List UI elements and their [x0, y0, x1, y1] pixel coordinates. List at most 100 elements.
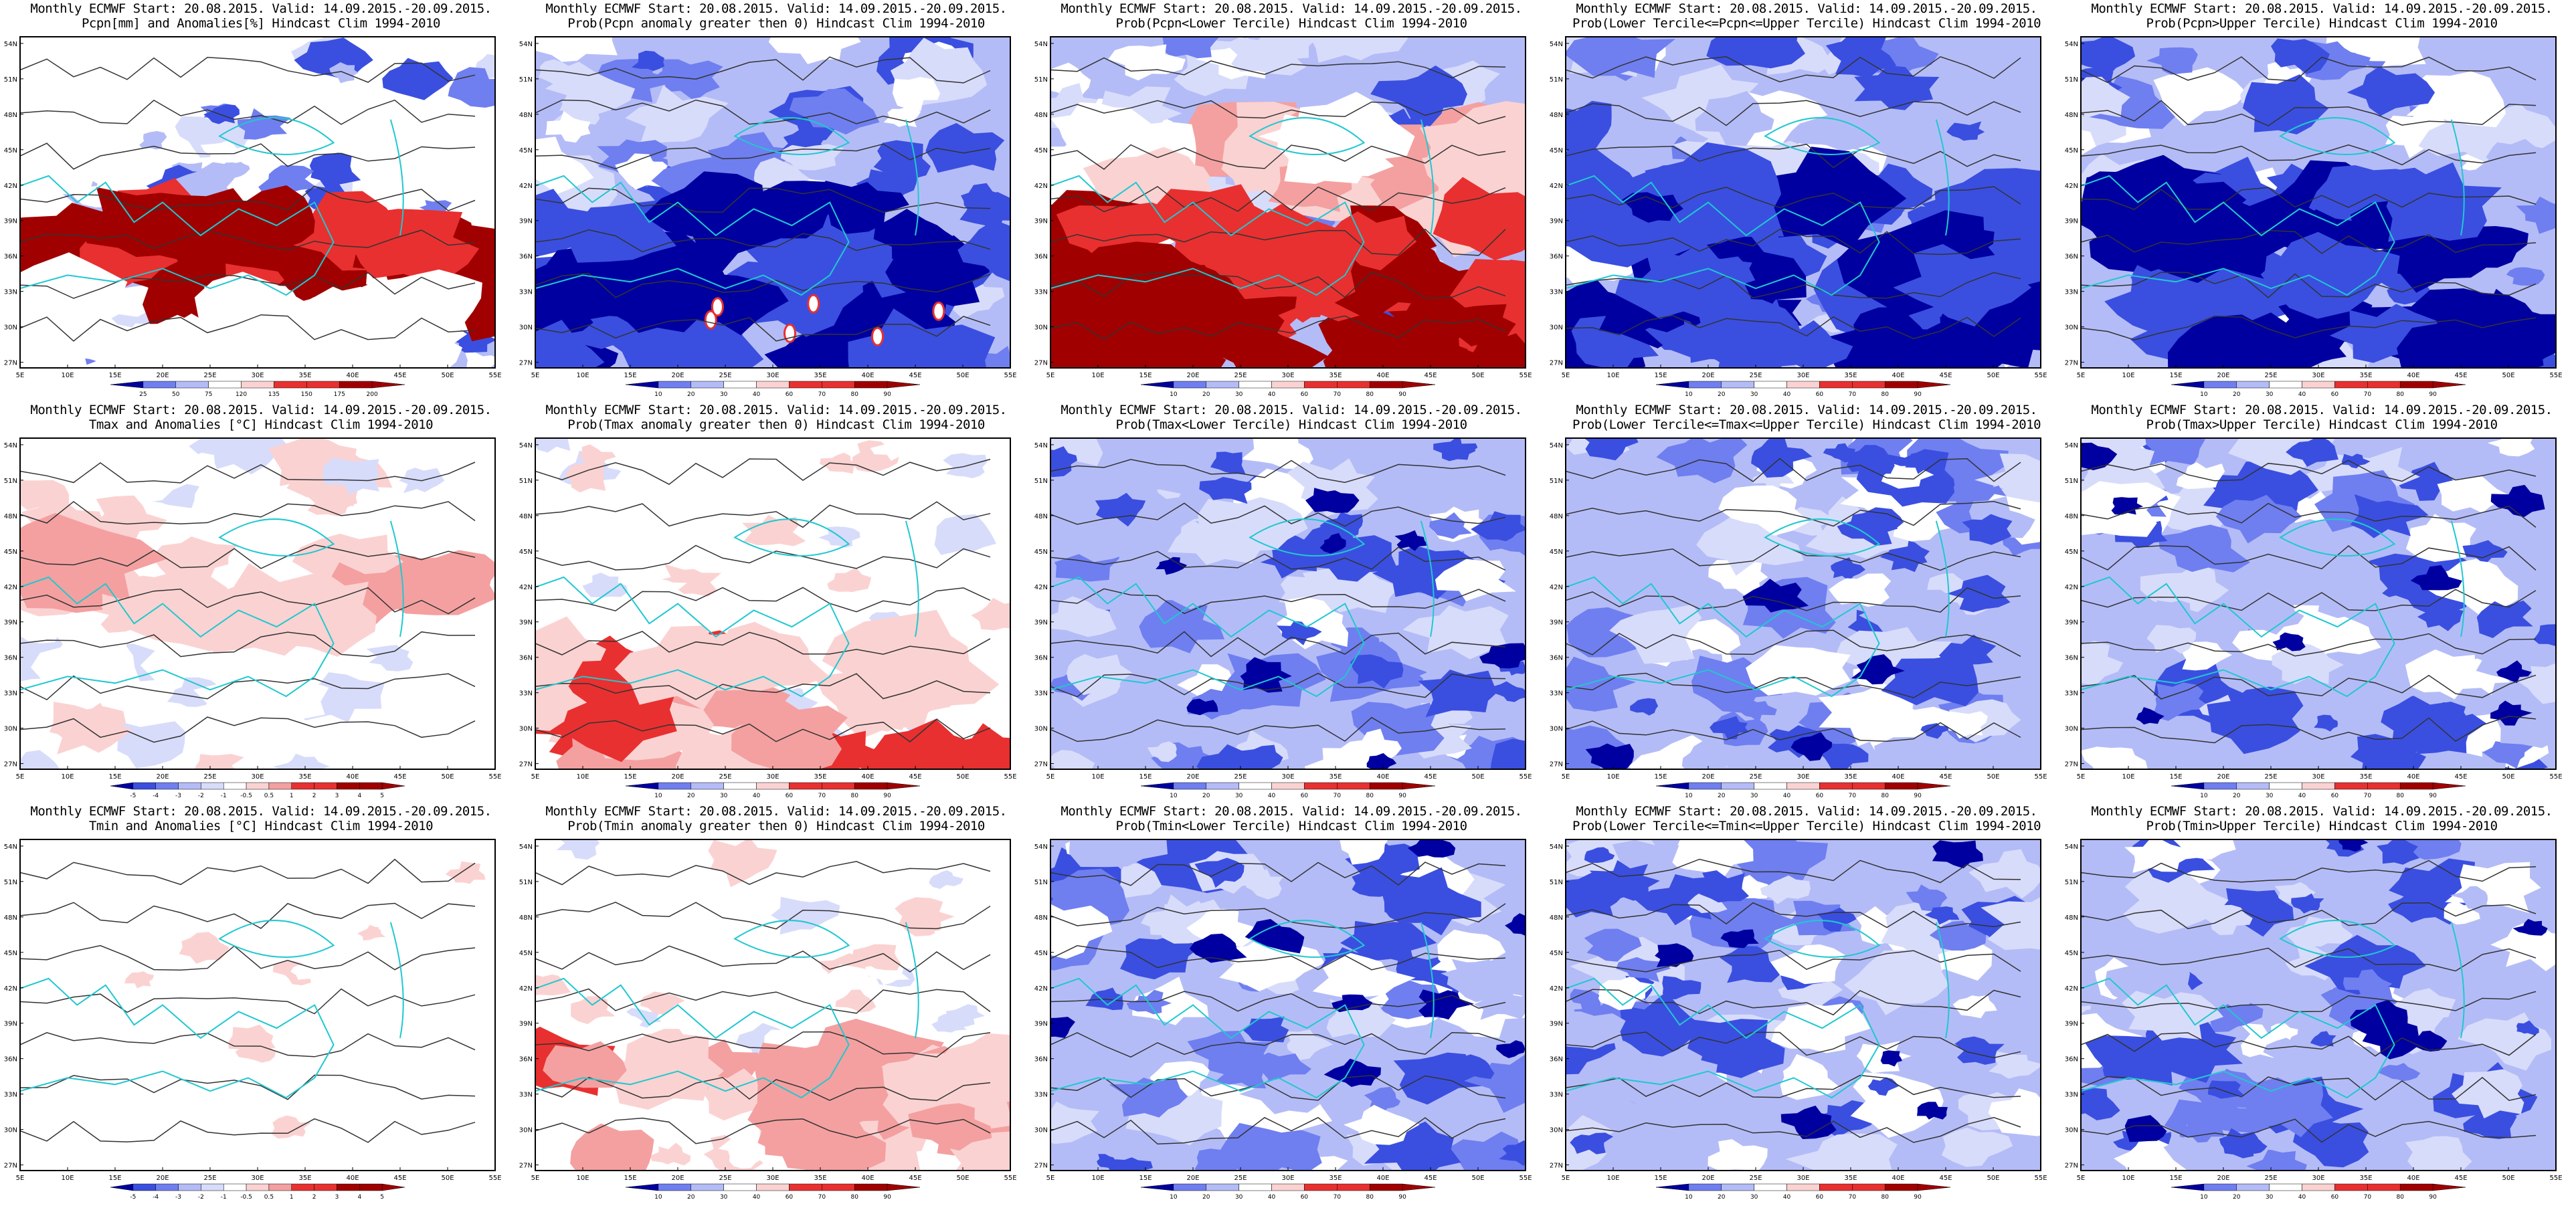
- latitude-label: 33N: [519, 1092, 533, 1099]
- colorbar-swatch: [2367, 1183, 2401, 1191]
- colorbar-label: 10: [2200, 1194, 2208, 1201]
- colorbar-swatch: [1173, 1183, 1207, 1191]
- longitude-label: 15E: [1139, 372, 1152, 379]
- probability-region: [789, 88, 880, 135]
- colorbar-swatch: [2432, 782, 2466, 790]
- colorbar-label: 90: [2429, 793, 2437, 799]
- forecast-panel: Monthly ECMWF Start: 20.08.2015. Valid: …: [1034, 805, 1549, 1206]
- anomaly-region: [114, 446, 201, 503]
- latitude-label: 48N: [1034, 513, 1048, 520]
- contour-line: [1566, 587, 2021, 613]
- forecast-map: 54N 51N 48N 45N 42N 39N 36N 33N 30N 27N 5E 10E 15E 20…: [2065, 437, 2563, 799]
- probability-region: [754, 1041, 893, 1134]
- longitude-label: 15E: [1139, 1175, 1152, 1182]
- contour-line: [20, 673, 476, 700]
- latitude-label: 54N: [1550, 41, 1563, 48]
- probability-region: [700, 438, 731, 451]
- coastline: [733, 920, 850, 958]
- probability-region: [1198, 497, 1308, 560]
- latitude-label: 48N: [1550, 513, 1563, 520]
- longitude-label: 55E: [488, 372, 501, 379]
- latitude-label: 30N: [2065, 726, 2078, 733]
- colorbar-label: 20: [687, 793, 695, 799]
- longitude-label: 25E: [203, 1175, 216, 1182]
- anomaly-region: [180, 563, 350, 656]
- longitude-label: 15E: [108, 372, 121, 379]
- probability-region: [1952, 995, 1997, 1019]
- longitude-label: 55E: [488, 1175, 501, 1182]
- panel-subtitle: Prob(Tmax<Lower Tercile) Hindcast Clim 1…: [1115, 417, 1467, 432]
- colorbar-label: 60: [786, 391, 794, 398]
- probability-region: [2271, 38, 2330, 74]
- colorbar-swatch: [223, 782, 247, 790]
- contour-line: [2081, 589, 2537, 611]
- colorbar-swatch: [1369, 782, 1403, 790]
- colorbar-label: 30: [1750, 1194, 1758, 1201]
- colorbar-swatch: [2302, 1183, 2335, 1191]
- colorbar-swatch: [2432, 1183, 2466, 1191]
- probability-region: [535, 136, 594, 195]
- colorbar-swatch: [822, 1183, 855, 1191]
- probability-region: [545, 111, 591, 143]
- longitude-label: 30E: [1797, 1175, 1809, 1182]
- colorbar-label: 10: [1685, 1194, 1693, 1201]
- probability-region: [810, 181, 909, 234]
- colorbar-swatch: [1655, 782, 1689, 790]
- colorbar-swatch: [789, 782, 822, 790]
- latitude-label: 39N: [2065, 218, 2078, 225]
- probability-region: [871, 326, 885, 346]
- latitude-label: 42N: [1034, 183, 1048, 190]
- latitude-label: 30N: [2065, 1127, 2078, 1134]
- anomaly-region: [20, 252, 128, 356]
- contour-line: [20, 716, 476, 743]
- longitude-label: 15E: [624, 372, 636, 379]
- colorbar-label: 60: [786, 793, 794, 799]
- colorbar-label: 90: [1914, 793, 1922, 799]
- latitude-label: 54N: [4, 41, 17, 48]
- probability-region: [2176, 462, 2225, 490]
- latitude-label: 45N: [1034, 950, 1048, 957]
- colorbar-label: 10: [1170, 793, 1178, 799]
- probability-region: [934, 514, 996, 555]
- contour-line: [2081, 187, 2537, 210]
- probability-region: [1479, 643, 1526, 669]
- probability-region: [1946, 121, 1985, 141]
- latitude-label: 36N: [4, 254, 17, 261]
- anomaly-region: [368, 728, 440, 769]
- contour-line: [535, 861, 991, 886]
- colorbar-label: 70: [1849, 391, 1857, 398]
- latitude-label: 42N: [519, 985, 533, 993]
- anomaly-region: [228, 1024, 276, 1057]
- contour-line: [2081, 460, 2537, 482]
- contour-line: [535, 56, 991, 84]
- forecast-map: 54N 51N 48N 45N 42N 39N 36N 33N 30N 27N 5E 10E 15E 20…: [1550, 839, 2047, 1201]
- latitude-label: 48N: [4, 914, 17, 922]
- contour-line: [535, 631, 991, 656]
- latitude-label: 36N: [519, 1056, 533, 1064]
- latitude-label: 42N: [4, 183, 17, 190]
- colorbar-label: 70: [1333, 793, 1342, 799]
- probability-region: [835, 989, 877, 1013]
- anomaly-region: [169, 1058, 200, 1076]
- longitude-label: 40E: [2407, 372, 2419, 379]
- colorbar-label: 70: [818, 1194, 826, 1201]
- longitude-label: 50E: [956, 1175, 969, 1182]
- probability-region: [1616, 957, 1671, 983]
- colorbar-swatch: [110, 782, 134, 790]
- anomaly-region: [359, 991, 413, 1024]
- forecast-map: 54N 51N 48N 45N 42N 39N 36N 33N 30N 27N 5E 10E 15E 20…: [519, 839, 1017, 1201]
- longitude-label: 25E: [1749, 1175, 1762, 1182]
- probability-region: [1177, 664, 1247, 706]
- colorbar-label: 30: [1235, 793, 1243, 799]
- colorbar-label: -0.5: [240, 793, 252, 799]
- anomaly-region: [243, 1148, 277, 1168]
- longitude-label: 40E: [346, 372, 359, 379]
- longitude-label: 5E: [531, 1175, 540, 1182]
- anomaly-region: [401, 702, 446, 736]
- latitude-label: 39N: [1034, 619, 1048, 627]
- latitude-label: 48N: [1550, 914, 1563, 922]
- latitude-label: 39N: [2065, 1021, 2078, 1028]
- probability-region: [704, 310, 717, 330]
- longitude-label: 5E: [16, 372, 25, 379]
- longitude-label: 10E: [61, 1175, 74, 1182]
